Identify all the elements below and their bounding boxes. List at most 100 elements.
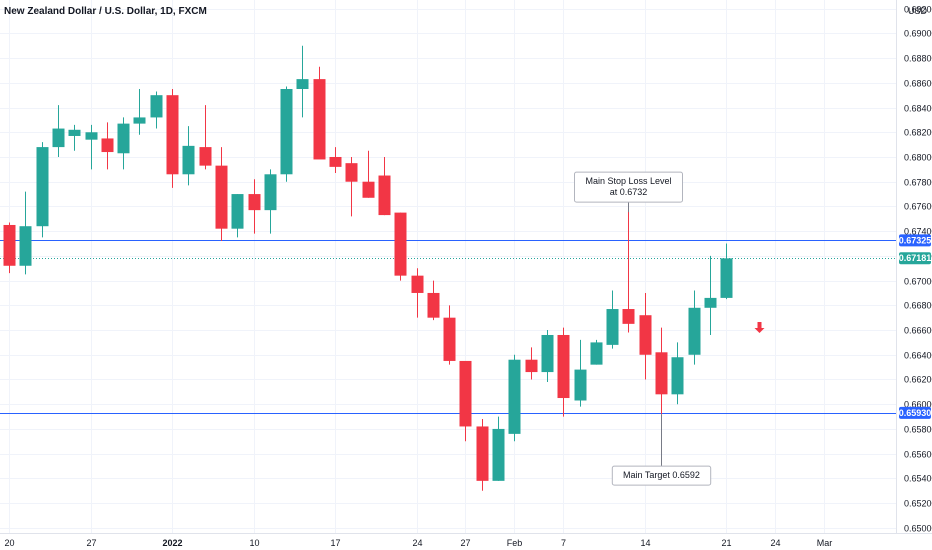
candle bbox=[492, 416, 505, 481]
candle-body bbox=[313, 79, 326, 160]
callout-text: at 0.6732 bbox=[610, 187, 648, 197]
candle-body bbox=[622, 309, 635, 324]
candle-body bbox=[150, 95, 163, 118]
candle bbox=[590, 339, 603, 365]
candle bbox=[150, 91, 163, 129]
horizontal-lines bbox=[0, 240, 896, 414]
price-tag-label: 0.65930 bbox=[899, 408, 932, 418]
candle-body bbox=[85, 132, 98, 140]
candle bbox=[215, 147, 228, 242]
candle-body bbox=[574, 369, 587, 401]
callout-box bbox=[574, 171, 683, 203]
candle bbox=[3, 222, 16, 274]
candle bbox=[704, 255, 717, 335]
candle bbox=[313, 66, 326, 160]
candle bbox=[101, 122, 114, 170]
time-tick-label: 27 bbox=[460, 538, 470, 548]
callout-text: Main Stop Loss Level bbox=[585, 176, 671, 186]
time-tick-label: Mar bbox=[817, 538, 833, 548]
candle-body bbox=[655, 352, 668, 395]
price-tag: 0.67325 bbox=[899, 234, 931, 247]
candle-body bbox=[704, 297, 717, 308]
candle-body bbox=[476, 426, 489, 481]
candle-body bbox=[688, 307, 701, 355]
candle bbox=[557, 327, 570, 417]
candle bbox=[329, 147, 342, 174]
time-tick-label: 24 bbox=[770, 538, 780, 548]
price-tag-bg bbox=[899, 252, 931, 265]
chart-title: New Zealand Dollar / U.S. Dollar, 1D, FX… bbox=[4, 6, 207, 17]
candle-body bbox=[166, 95, 179, 175]
time-tick-label: 17 bbox=[330, 538, 340, 548]
candle bbox=[19, 191, 32, 275]
candle bbox=[688, 290, 701, 365]
candle-body bbox=[459, 360, 472, 427]
candle bbox=[199, 105, 212, 170]
candle bbox=[459, 360, 472, 442]
candle-body bbox=[427, 292, 440, 318]
candle-body bbox=[639, 315, 652, 355]
candle bbox=[280, 86, 293, 182]
candle-body bbox=[378, 175, 391, 216]
candle-body bbox=[296, 79, 309, 89]
candle bbox=[606, 290, 619, 349]
candle bbox=[68, 124, 81, 151]
candle-body bbox=[492, 428, 505, 481]
candle bbox=[574, 339, 587, 407]
candle bbox=[345, 156, 358, 217]
candle-body bbox=[329, 156, 342, 167]
candle bbox=[639, 292, 652, 380]
time-axis[interactable]: 20 27 2022 10 17 24 27 Feb 7 14 21 24 Mar bbox=[4, 538, 832, 548]
down-arrow-icon bbox=[754, 322, 765, 334]
candle-body bbox=[394, 212, 407, 276]
time-tick-label: 10 bbox=[249, 538, 259, 548]
candle-body bbox=[101, 138, 114, 153]
candle bbox=[622, 210, 635, 333]
candle-body bbox=[117, 123, 130, 154]
time-tick-label: 24 bbox=[412, 538, 422, 548]
candle-body bbox=[280, 89, 293, 175]
candle bbox=[427, 280, 440, 321]
candle bbox=[378, 156, 391, 216]
candle bbox=[182, 126, 195, 186]
grid bbox=[0, 0, 896, 534]
candle-body bbox=[264, 174, 277, 211]
candle-body bbox=[3, 224, 16, 266]
candle-body bbox=[133, 117, 146, 124]
candle-body bbox=[508, 359, 521, 434]
time-tick-label: 21 bbox=[721, 538, 731, 548]
candle bbox=[133, 89, 146, 135]
candle-body bbox=[590, 342, 603, 365]
candle-body bbox=[557, 334, 570, 399]
candle bbox=[362, 150, 375, 198]
candle-body bbox=[199, 147, 212, 166]
time-tick-label: 2022 bbox=[162, 538, 182, 548]
price-tags: 0.67325 0.65930 0.67181 bbox=[899, 234, 932, 419]
time-tick-label: 27 bbox=[86, 538, 96, 548]
price-tick-label: 0.69200 bbox=[904, 5, 932, 15]
candle bbox=[52, 105, 65, 157]
candle bbox=[264, 169, 277, 234]
candle-body bbox=[606, 309, 619, 345]
candle bbox=[671, 342, 684, 405]
candle-body bbox=[36, 147, 49, 227]
candle-body bbox=[182, 145, 195, 175]
price-tag-bg bbox=[899, 234, 931, 247]
candle-body bbox=[720, 258, 733, 298]
candle bbox=[525, 347, 538, 380]
price-tag: 0.67181 bbox=[899, 252, 932, 265]
price-tag-label: 0.67181 bbox=[899, 253, 932, 263]
callout-text: Main Target 0.6592 bbox=[623, 470, 700, 480]
